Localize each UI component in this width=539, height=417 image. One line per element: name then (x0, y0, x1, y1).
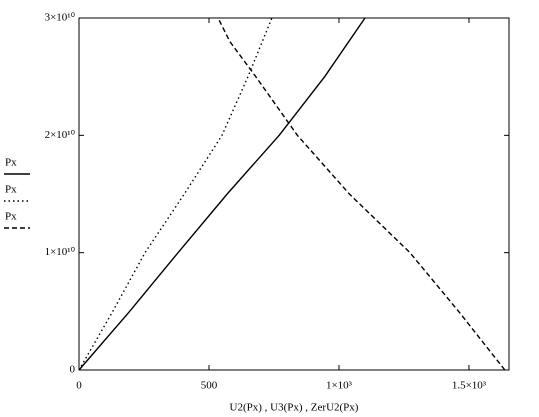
series-line (217, 17, 506, 371)
series-line (78, 17, 273, 371)
y-tick-label: 0 (70, 364, 76, 376)
x-tick-label: 0 (76, 380, 82, 392)
plot-frame (78, 17, 510, 371)
legend-label: Px (5, 211, 17, 223)
y-tick-label: 2×10¹⁰ (45, 129, 76, 141)
x-axis-label: U2(Px) , U3(Px) , ZerU2(Px) (230, 402, 359, 414)
x-tick-label: 500 (201, 380, 218, 392)
y-tick-label: 1×10¹⁰ (45, 246, 76, 258)
y-tick-label: 3×10¹⁰ (45, 12, 76, 24)
series-line (78, 17, 366, 371)
x-tick-label: 1×10³ (326, 380, 353, 392)
legend-label: Px (5, 184, 17, 196)
x-tick-label: 1.5×10³ (452, 380, 487, 392)
legend-label: Px (5, 157, 17, 169)
